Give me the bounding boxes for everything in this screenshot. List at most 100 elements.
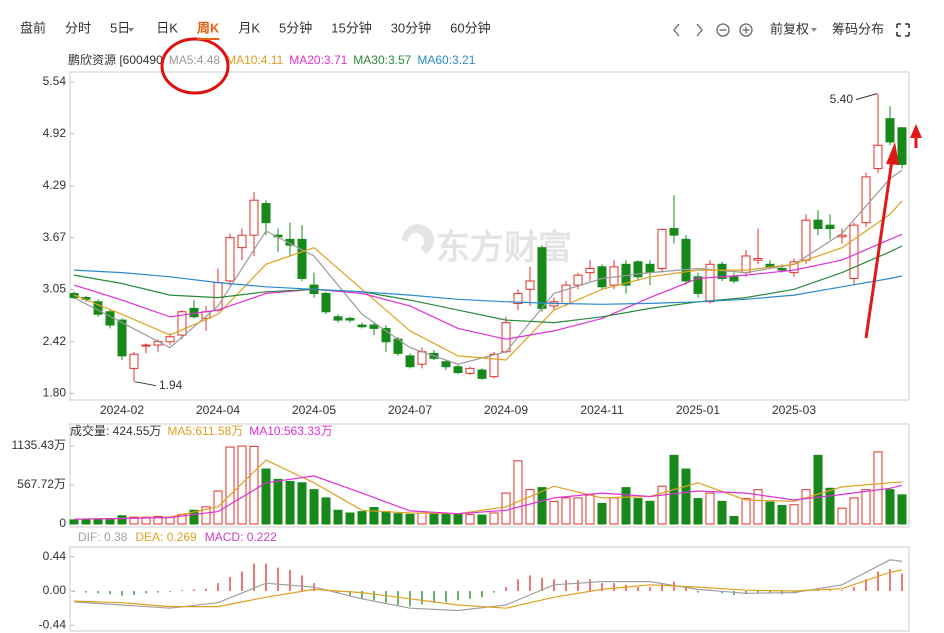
candle-body — [357, 324, 367, 328]
candle-body — [657, 228, 667, 269]
volume-bar — [141, 516, 151, 525]
toolbar-tab[interactable]: 月K — [238, 20, 260, 35]
zoom-in-button[interactable] — [739, 23, 753, 37]
candle-body — [897, 127, 907, 165]
toolbar-tab[interactable]: 周K — [197, 20, 220, 35]
volume-bar — [273, 478, 283, 525]
candle-body — [345, 317, 355, 321]
ma-line — [73, 459, 903, 520]
volume-bar — [261, 468, 271, 525]
volume-bar — [297, 482, 307, 525]
x-tick-label: 2024-11 — [580, 403, 623, 417]
candle-body — [417, 351, 427, 365]
candle-body — [297, 238, 307, 279]
candle-body — [777, 267, 787, 271]
candle-body — [873, 144, 883, 170]
volume-bar — [369, 507, 379, 525]
toolbar-icons — [673, 23, 910, 37]
ma-line — [73, 245, 903, 324]
zoom-out-button[interactable] — [716, 23, 730, 37]
volume-bar — [549, 500, 559, 525]
fullscreen-button[interactable] — [896, 23, 910, 37]
ma-line — [73, 200, 903, 361]
stock-name: 鹏欣资源 [600490 — [68, 53, 163, 67]
volume-bar — [357, 511, 367, 525]
volume-bar — [129, 516, 139, 525]
watermark-text: 东方财富 — [436, 228, 572, 267]
volume-bar — [453, 513, 463, 525]
legend-entry: MA20:3.71 — [289, 53, 347, 67]
legend-entry: MA30:3.57 — [353, 53, 411, 67]
annotation-label: 5.40 — [830, 92, 854, 106]
volume-bar — [777, 504, 787, 525]
candle-body — [249, 199, 259, 236]
volume-bar — [885, 489, 895, 525]
volume-bar — [657, 485, 667, 525]
toolbar-tab[interactable]: 15分钟 — [331, 20, 371, 35]
volume-bar — [537, 487, 547, 525]
volume-bar — [801, 489, 811, 525]
y-tick-label: 1.80 — [43, 386, 67, 400]
candle-body — [597, 266, 607, 288]
candle-body — [789, 261, 799, 274]
dropdown-caret — [811, 28, 817, 32]
toolbar-tab[interactable]: 盘前 — [20, 20, 46, 35]
volume-label: 成交量: 424.55万 — [70, 423, 161, 438]
volume-bar — [333, 509, 343, 525]
volume-bar — [117, 515, 127, 525]
candle-body — [141, 344, 151, 347]
volume-bar — [153, 515, 163, 525]
toolbar-tab[interactable]: 5日 — [110, 20, 130, 35]
volume-bar — [525, 489, 535, 525]
candle-body — [285, 238, 295, 246]
volume-bar — [69, 519, 79, 525]
candle-body — [633, 261, 643, 278]
toolbar-tab[interactable]: 60分钟 — [450, 20, 490, 35]
candle-body — [465, 367, 475, 374]
candle-body — [561, 284, 571, 304]
volume-bar — [501, 492, 511, 525]
x-tick-label: 2024-02 — [100, 403, 144, 417]
candle-body — [573, 274, 583, 286]
x-tick-label: 2024-04 — [196, 403, 240, 417]
candle-body — [501, 322, 511, 353]
ma-line — [73, 569, 903, 609]
adjust-selector[interactable]: 前复权 — [770, 21, 809, 36]
next-button[interactable] — [696, 23, 703, 37]
volume-bar — [609, 497, 619, 525]
toolbar-tab[interactable]: 30分钟 — [391, 20, 431, 35]
volume-bar — [597, 502, 607, 525]
chip-distribution[interactable]: 筹码分布 — [832, 21, 884, 36]
volume-bar — [849, 497, 859, 525]
volume-bar — [429, 513, 439, 525]
annotation-leader — [855, 93, 878, 101]
volume-bar — [309, 489, 319, 525]
candle-body — [825, 224, 835, 230]
volume-bar — [585, 494, 595, 525]
prev-button[interactable] — [673, 23, 680, 37]
volume-bar — [489, 512, 499, 525]
candle-body — [513, 292, 523, 304]
y-tick-label: 567.72万 — [17, 477, 66, 491]
macd-panel-frame — [69, 546, 910, 632]
candle-body — [645, 263, 655, 274]
volume-bar — [237, 445, 247, 525]
zoom-in-glyph — [742, 26, 750, 34]
candle-body — [261, 203, 271, 224]
toolbar-tab[interactable]: 5分钟 — [279, 20, 312, 35]
volume-bar — [417, 512, 427, 525]
y-tick-label: 3.67 — [43, 230, 67, 244]
volume-bar — [621, 487, 631, 525]
ma-line — [73, 559, 903, 612]
x-tick-label: 2025-01 — [676, 403, 720, 417]
legend-entry: MA60:3.21 — [417, 53, 475, 67]
toolbar-tab[interactable]: 日K — [156, 20, 178, 35]
candle-body — [405, 355, 415, 368]
volume-bar — [573, 497, 583, 525]
toolbar-tab[interactable]: 分时 — [65, 20, 91, 35]
legend-entry: MA5:4.48 — [169, 53, 221, 67]
y-tick-label: 4.92 — [43, 126, 67, 140]
candle-body — [477, 369, 487, 379]
x-tick-label: 2025-03 — [772, 403, 816, 417]
